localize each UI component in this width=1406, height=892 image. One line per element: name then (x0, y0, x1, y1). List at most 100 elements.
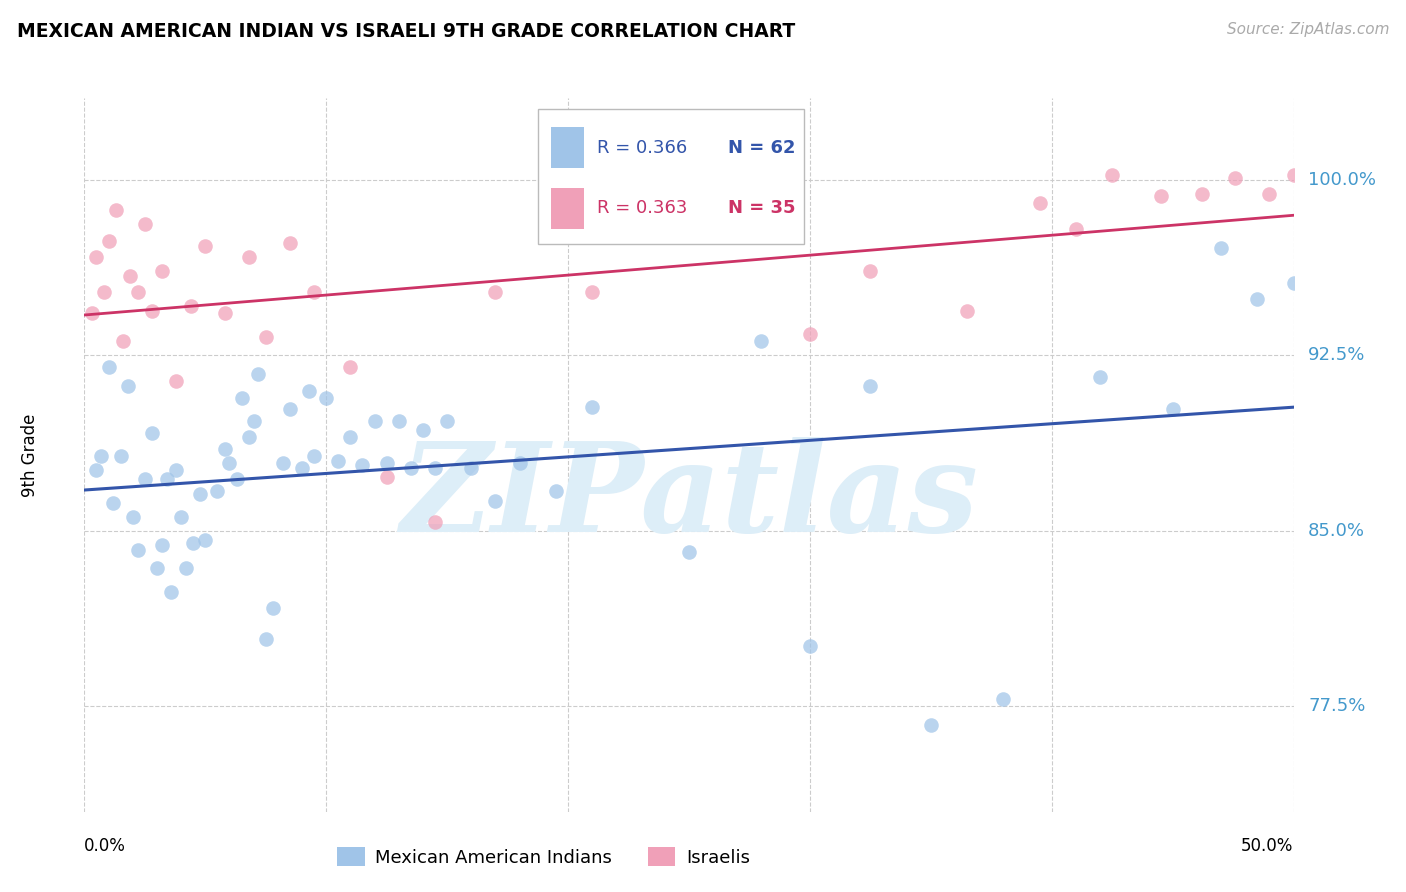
Point (363, 414, 385, 428)
Point (181, 535, 204, 549)
Point (238, 250, 260, 264)
Point (160, 584, 183, 599)
Point (1282, 169, 1305, 183)
Point (423, 460, 446, 475)
Text: 100.0%: 100.0% (1308, 171, 1376, 189)
Point (121, 510, 143, 524)
Point (412, 423, 434, 437)
Point (247, 368, 270, 382)
Point (399, 460, 422, 475)
Point (315, 391, 337, 405)
Point (581, 285, 603, 300)
Text: R = 0.363: R = 0.363 (598, 200, 688, 218)
Text: N = 35: N = 35 (728, 200, 796, 218)
Point (302, 449, 325, 463)
Point (388, 414, 411, 428)
Point (242, 414, 264, 428)
Point (218, 456, 240, 470)
Point (150, 264, 173, 278)
Point (678, 545, 700, 559)
Text: 77.5%: 77.5% (1308, 698, 1365, 715)
Point (1209, 241, 1232, 255)
Point (328, 454, 350, 468)
Point (1225, 170, 1247, 185)
FancyBboxPatch shape (551, 128, 583, 168)
Point (194, 533, 217, 548)
Point (214, 306, 236, 320)
Point (190, 486, 212, 500)
Point (751, 334, 773, 349)
Point (104, 203, 127, 218)
Text: R = 0.366: R = 0.366 (598, 139, 688, 157)
Point (581, 400, 603, 414)
Point (1028, 196, 1050, 211)
Point (170, 510, 193, 524)
Point (97, 360, 120, 375)
Point (165, 463, 187, 477)
Point (352, 458, 374, 473)
Point (93, 285, 115, 300)
Point (1258, 187, 1281, 202)
Point (97, 234, 120, 248)
Point (375, 456, 398, 470)
Point (509, 456, 531, 470)
Point (799, 639, 821, 653)
Point (225, 473, 247, 487)
Point (141, 304, 163, 318)
Point (436, 414, 458, 428)
Text: N = 62: N = 62 (728, 139, 796, 157)
Point (80, 306, 103, 320)
Point (1101, 169, 1123, 183)
Text: 85.0%: 85.0% (1308, 522, 1365, 540)
Text: 92.5%: 92.5% (1308, 346, 1365, 365)
Point (460, 460, 482, 475)
Point (278, 236, 301, 251)
Point (238, 430, 260, 444)
Point (207, 484, 229, 499)
FancyBboxPatch shape (538, 109, 804, 244)
Point (278, 402, 301, 417)
Point (214, 442, 236, 456)
Point (484, 285, 506, 300)
Point (1191, 187, 1213, 202)
Text: 9th Grade: 9th Grade (21, 413, 39, 497)
Point (134, 473, 156, 487)
Point (127, 285, 149, 300)
Point (1161, 402, 1184, 417)
Point (112, 334, 135, 349)
Point (544, 484, 567, 499)
Point (127, 542, 149, 557)
Point (1088, 369, 1111, 384)
Point (339, 360, 361, 375)
Point (117, 379, 139, 393)
Point (254, 330, 277, 344)
Point (920, 718, 942, 732)
Point (1064, 222, 1087, 236)
Point (86, 463, 108, 477)
Point (180, 299, 202, 313)
Point (254, 632, 277, 646)
Text: 0.0%: 0.0% (84, 837, 127, 855)
Point (993, 692, 1015, 706)
Point (146, 561, 169, 575)
Point (141, 425, 163, 440)
Point (1246, 293, 1268, 307)
Text: MEXICAN AMERICAN INDIAN VS ISRAELI 9TH GRADE CORRELATION CHART: MEXICAN AMERICAN INDIAN VS ISRAELI 9TH G… (17, 22, 796, 41)
Point (165, 374, 187, 388)
Point (120, 268, 142, 283)
FancyBboxPatch shape (551, 188, 583, 228)
Point (302, 285, 325, 300)
Text: ZIPatlas: ZIPatlas (399, 437, 979, 558)
Point (298, 384, 321, 398)
Point (859, 379, 882, 393)
Point (194, 238, 217, 252)
Point (1149, 189, 1171, 203)
Point (110, 449, 132, 463)
Point (799, 327, 821, 342)
Point (134, 218, 156, 232)
Point (271, 456, 294, 470)
Point (262, 601, 284, 615)
Point (859, 264, 882, 278)
Point (339, 430, 361, 444)
Point (174, 561, 197, 575)
